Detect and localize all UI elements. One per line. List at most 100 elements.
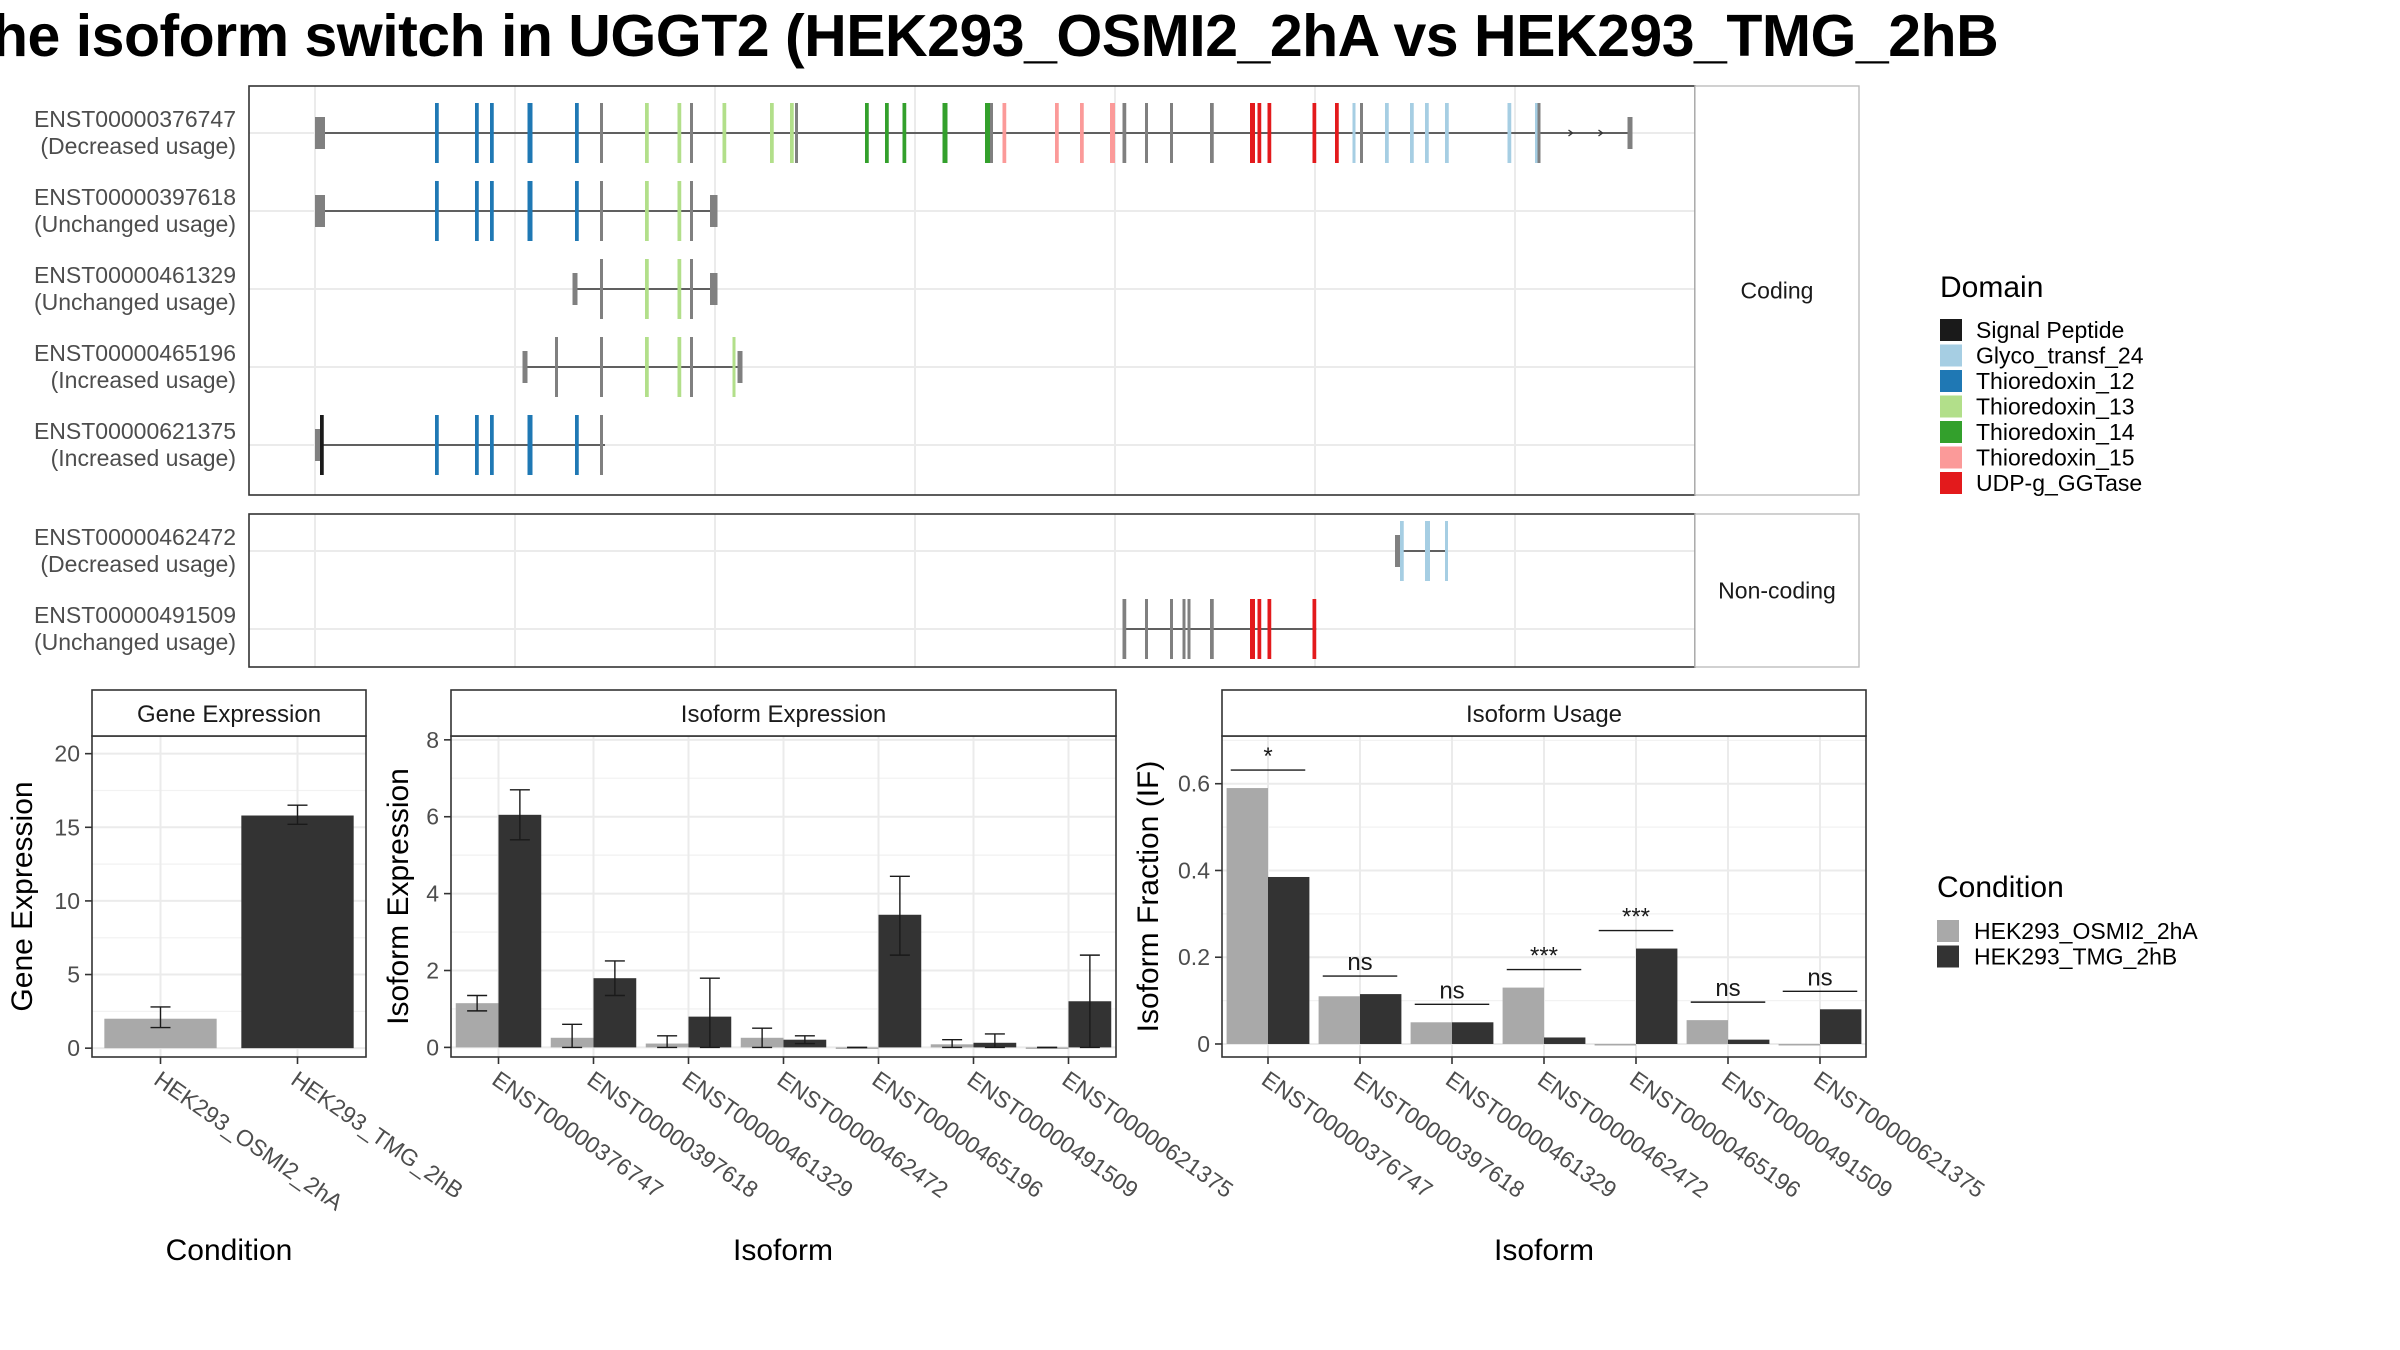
exon [1187,599,1191,659]
x-tick-label: ENST00000461329 [678,1066,858,1203]
exon [985,103,990,163]
y-tick-label: 2 [426,958,439,984]
exon [1537,103,1541,163]
exon [435,103,439,163]
exon [1170,599,1173,659]
exon [1425,103,1429,163]
direction-arrow [1568,129,1574,137]
exon [527,181,533,241]
facet-strip-label: Coding [1741,278,1814,304]
exon [600,259,603,319]
legend-key [1940,395,1962,418]
exon [490,181,494,241]
x-tick-label: ENST00000621375 [1058,1066,1238,1203]
exon [527,415,533,475]
exon [1145,599,1148,659]
exon [575,415,579,475]
isoform-id-label: ENST00000465196 [34,340,236,366]
chart-title: Isoform Expression [681,701,886,728]
exon [690,181,693,241]
x-axis-title: Isoform [1494,1234,1594,1267]
isoform-id-label: ENST00000491509 [34,602,236,628]
isoform-track [572,259,718,319]
exon [645,181,649,241]
panel-background [249,86,1695,495]
direction-arrow [1598,129,1604,137]
bar [1636,948,1678,1044]
exon [522,351,528,383]
error-bar [562,1023,583,1049]
y-tick-label: 20 [54,741,80,767]
significance-label: *** [1622,904,1650,931]
x-tick-label: ENST00000376747 [488,1066,668,1203]
exon [1267,599,1272,659]
exon [677,103,682,163]
figure-title: he isoform switch in UGGT2 (HEK293_OSMI2… [0,3,1999,69]
legend-key [1940,319,1962,341]
facet-strip [1694,513,1860,668]
isoform-track [522,337,743,397]
exon [677,259,682,319]
error-bar [150,1006,171,1029]
y-tick-label: 0.6 [1178,771,1210,797]
isoform-usage-label: (Decreased usage) [40,133,236,159]
exon [710,195,718,227]
isoform-track [315,415,605,475]
isoform-track [315,103,1633,163]
x-axis-title: Isoform [733,1234,833,1267]
isoform-id-label: ENST00000397618 [34,184,236,210]
y-tick-label: 0 [1197,1031,1210,1057]
exon [790,103,794,163]
exon [1395,535,1400,567]
y-tick-label: 15 [54,814,80,840]
isoform-id-label: ENST00000621375 [34,418,236,444]
y-tick-label: 5 [67,962,80,988]
y-tick-label: 8 [426,727,439,753]
bar [1025,1047,1069,1049]
x-tick-label: ENST00000397618 [1349,1066,1529,1203]
significance-label: ns [1715,975,1740,1002]
error-bar [287,804,308,826]
exon [1257,103,1262,163]
exon [1122,599,1127,659]
error-bar [467,994,488,1012]
facet-strip-label: Non-coding [1718,578,1836,604]
structure-panel-non-coding: ENST00000462472(Decreased usage) ENST0000… [34,513,1860,668]
exon [677,181,682,241]
y-tick-label: 10 [54,888,80,914]
isoform-track [1122,599,1317,659]
exon [1445,103,1449,163]
bar [1778,1043,1820,1046]
exon [645,337,649,397]
exon [942,103,948,163]
error-bar [1079,954,1100,1049]
exon [737,351,743,383]
isoform-id-label: ENST00000376747 [34,106,236,132]
y-tick-label: 6 [426,804,439,830]
exon [1250,103,1255,163]
exon [1250,599,1255,659]
exon [1335,103,1339,163]
y-axis-title: Gene Expression [6,781,39,1011]
exon [795,103,798,163]
isoform-track [1395,521,1448,581]
chart-isoform-usage: 0 0.2 0.4 0.6 * ns ns *** *** ns ns ENST00000376747… [1132,689,1990,1267]
isoform-id-label: ENST00000462472 [34,524,236,550]
error-bar [604,960,625,997]
error-bar [752,1027,773,1049]
exon [315,429,320,461]
exon [865,103,869,163]
error-bar [509,789,530,841]
exon [690,103,693,163]
exon [435,181,439,241]
isoform-usage-label: (Increased usage) [51,367,236,393]
exon [722,103,727,163]
legend-label: HEK293_TMG_2hB [1974,944,2177,970]
exon [475,181,479,241]
isoform-track [315,181,718,241]
y-tick-label: 0.4 [1178,857,1210,883]
isoform-usage-label: (Decreased usage) [40,551,236,577]
